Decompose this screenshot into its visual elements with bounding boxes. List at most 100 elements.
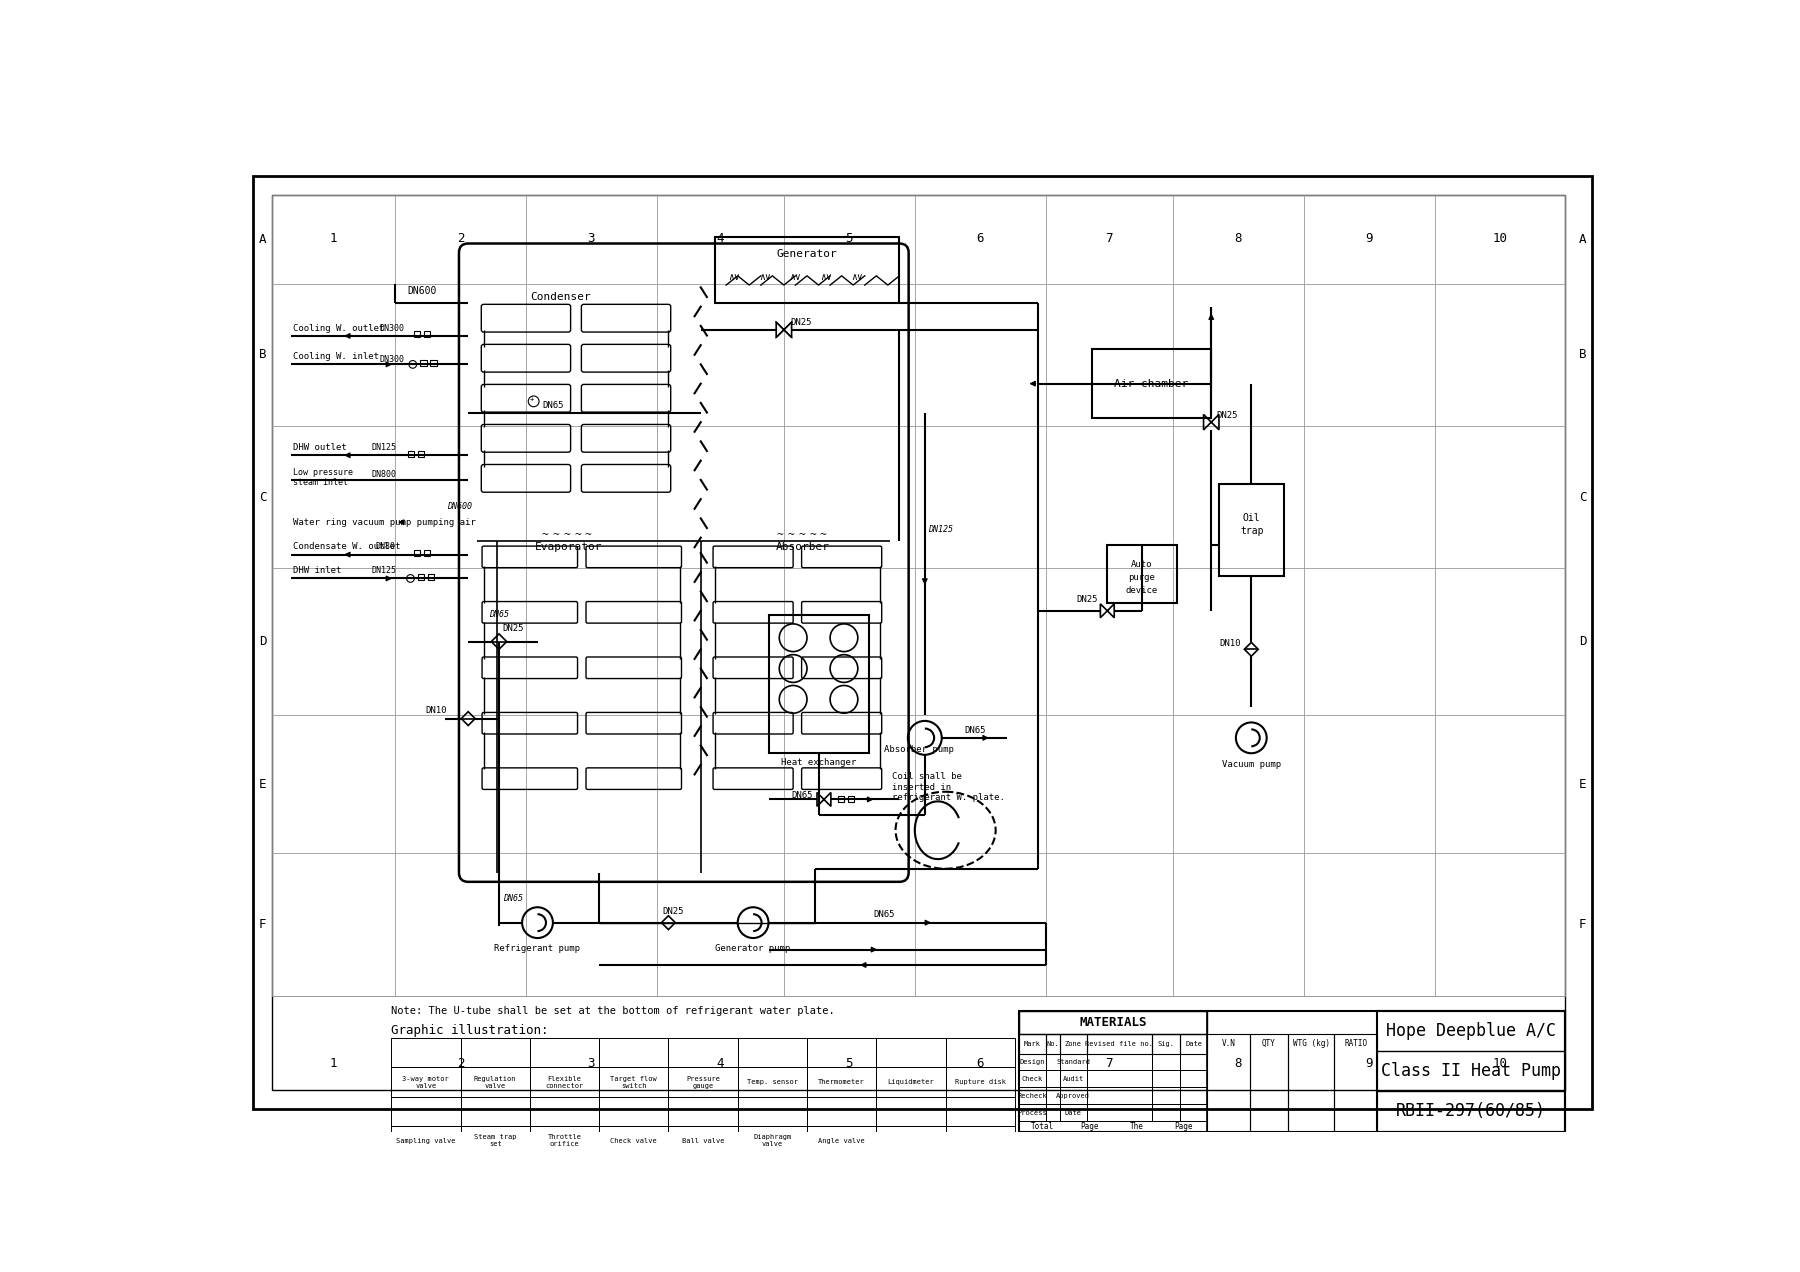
- Bar: [1019, 1011, 1208, 1034]
- Text: refrigerant W. plate.: refrigerant W. plate.: [891, 794, 1004, 803]
- Bar: [769, 614, 869, 753]
- Text: Audit: Audit: [1062, 1076, 1084, 1082]
- Text: Thermometer: Thermometer: [819, 1079, 866, 1085]
- Text: Liquidmeter: Liquidmeter: [887, 1079, 934, 1085]
- Bar: [414, 550, 421, 556]
- Text: DN600: DN600: [448, 502, 472, 511]
- Bar: [1060, 1053, 1087, 1071]
- Text: Flexible
connector: Flexible connector: [545, 1076, 583, 1089]
- Text: Sig.: Sig.: [1157, 1040, 1175, 1047]
- Text: ~: ~: [819, 530, 826, 541]
- Text: Target flow
switch: Target flow switch: [610, 1076, 657, 1089]
- Text: steam inlet: steam inlet: [293, 478, 347, 487]
- Bar: [668, 1096, 738, 1126]
- Bar: [738, 1126, 806, 1155]
- Bar: [1019, 1122, 1208, 1132]
- Text: DN125: DN125: [927, 525, 952, 534]
- Text: Condensate W. outlet: Condensate W. outlet: [293, 542, 400, 551]
- Text: RBII-297(60/85): RBII-297(60/85): [1397, 1103, 1546, 1121]
- Text: Generator pump: Generator pump: [715, 944, 790, 953]
- Text: 9: 9: [1366, 1057, 1373, 1070]
- Text: ~: ~: [542, 530, 549, 541]
- Text: ∧∨: ∧∨: [821, 272, 832, 282]
- Bar: [428, 574, 434, 580]
- Bar: [738, 1067, 806, 1096]
- Text: Recheck: Recheck: [1017, 1093, 1048, 1099]
- Text: DN25: DN25: [502, 625, 524, 633]
- Text: B: B: [259, 349, 266, 361]
- Text: ~: ~: [574, 530, 581, 541]
- Bar: [1019, 1053, 1046, 1071]
- Text: E: E: [259, 777, 266, 790]
- Text: Sampling valve: Sampling valve: [396, 1137, 455, 1144]
- Text: 10: 10: [1492, 233, 1508, 245]
- Text: 6: 6: [976, 1057, 985, 1070]
- Text: Design: Design: [1019, 1060, 1046, 1065]
- Bar: [715, 238, 900, 303]
- Bar: [1181, 1034, 1208, 1053]
- Bar: [1181, 1071, 1208, 1088]
- Text: Generator: Generator: [776, 249, 837, 259]
- Text: DN25: DN25: [790, 318, 812, 327]
- Bar: [461, 1067, 529, 1096]
- Text: Vacuum pump: Vacuum pump: [1222, 761, 1282, 770]
- Text: Page: Page: [1175, 1122, 1193, 1131]
- Text: Water ring vacuum pump pumping air: Water ring vacuum pump pumping air: [293, 518, 475, 527]
- Text: Temp. sensor: Temp. sensor: [747, 1079, 797, 1085]
- Text: 2: 2: [457, 1057, 464, 1070]
- Bar: [1289, 1034, 1334, 1132]
- Bar: [1046, 1071, 1060, 1088]
- Text: Total: Total: [1031, 1122, 1053, 1131]
- Text: Note: The U-tube shall be set at the bottom of refrigerant water plate.: Note: The U-tube shall be set at the bot…: [391, 1006, 835, 1016]
- Bar: [461, 1038, 529, 1067]
- Text: DHW inlet: DHW inlet: [293, 566, 340, 575]
- Bar: [461, 1126, 529, 1155]
- Text: C: C: [1579, 491, 1586, 504]
- Text: Check valve: Check valve: [610, 1137, 657, 1144]
- Bar: [1093, 349, 1211, 418]
- Bar: [668, 1067, 738, 1096]
- Bar: [599, 1038, 668, 1067]
- Text: device: device: [1125, 585, 1157, 594]
- Text: Revised file no.: Revised file no.: [1085, 1040, 1154, 1047]
- Text: Heat exchanger: Heat exchanger: [781, 758, 857, 767]
- Text: Condenser: Condenser: [531, 293, 590, 303]
- Text: E: E: [1579, 777, 1586, 790]
- Bar: [1046, 1034, 1060, 1053]
- Bar: [529, 1038, 599, 1067]
- Text: F: F: [259, 918, 266, 931]
- Text: Steam trap
set: Steam trap set: [473, 1135, 517, 1147]
- Bar: [1377, 1011, 1566, 1132]
- Text: 2: 2: [457, 233, 464, 245]
- Text: ∧∨: ∧∨: [851, 272, 862, 282]
- Text: V.N: V.N: [1222, 1039, 1235, 1048]
- Text: MATERIALS: MATERIALS: [1080, 1016, 1147, 1029]
- Text: DN10: DN10: [427, 706, 448, 715]
- Text: DN300: DN300: [380, 323, 405, 333]
- Text: ~: ~: [553, 530, 560, 541]
- Text: DN25: DN25: [1217, 411, 1238, 421]
- Text: +: +: [529, 396, 535, 402]
- Bar: [1334, 1034, 1377, 1132]
- Bar: [1152, 1071, 1181, 1088]
- Text: F: F: [1579, 918, 1586, 931]
- Text: Absorber: Absorber: [776, 542, 830, 552]
- Text: Oil: Oil: [1242, 514, 1260, 523]
- Bar: [1019, 1104, 1046, 1122]
- Bar: [945, 1096, 1015, 1126]
- Bar: [529, 1067, 599, 1096]
- Text: Diaphragm
valve: Diaphragm valve: [752, 1135, 792, 1147]
- Bar: [1046, 1104, 1060, 1122]
- Bar: [421, 360, 427, 366]
- Text: 3-way motor
valve: 3-way motor valve: [403, 1076, 450, 1089]
- Text: Zone: Zone: [1064, 1040, 1082, 1047]
- Text: 1: 1: [329, 233, 337, 245]
- Text: 8: 8: [1235, 233, 1242, 245]
- Text: WTG (kg): WTG (kg): [1292, 1039, 1330, 1048]
- Text: ~: ~: [585, 530, 592, 541]
- Text: 9: 9: [1366, 233, 1373, 245]
- Bar: [418, 450, 425, 457]
- Bar: [877, 1067, 945, 1096]
- Bar: [425, 331, 430, 337]
- Text: Date: Date: [1064, 1110, 1082, 1116]
